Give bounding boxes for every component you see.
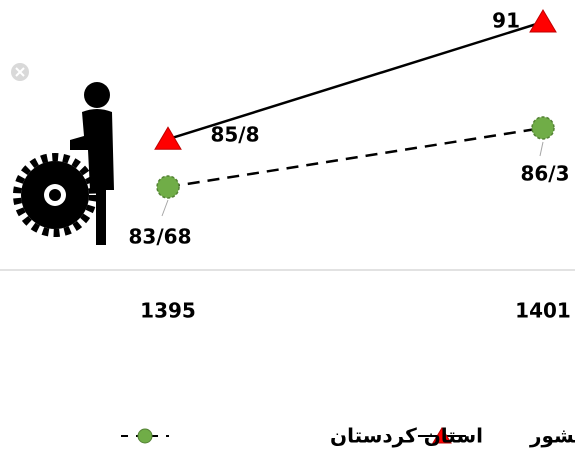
leader-line [539,141,544,157]
data-label: 91 [492,9,520,33]
close-icon [11,63,29,81]
legend-label: کشور [529,424,575,448]
data-label: 83/68 [129,225,192,249]
worker-icon [13,82,114,245]
legend-marker [432,427,452,444]
x-tick-label: 1401 [515,299,571,323]
series-line [167,126,544,189]
marker [156,175,180,199]
leader-line [161,199,169,217]
marker [529,9,557,33]
series-line [167,20,544,141]
marker [154,126,182,150]
marker [531,116,555,140]
x-tick-label: 1395 [140,299,196,323]
data-label: 86/3 [520,162,569,186]
legend-label: استان کردستان [330,424,483,448]
data-label: 85/8 [210,123,259,147]
legend-marker [137,428,153,444]
